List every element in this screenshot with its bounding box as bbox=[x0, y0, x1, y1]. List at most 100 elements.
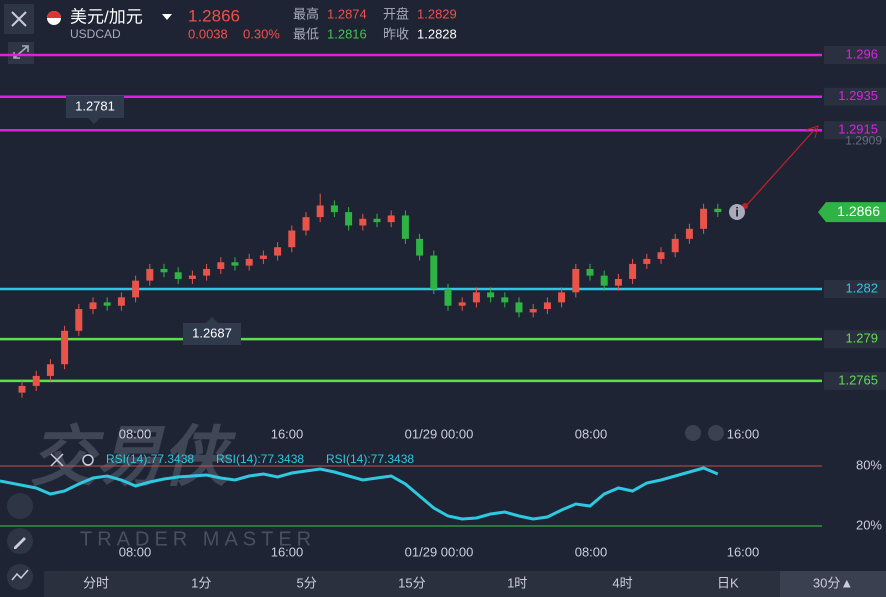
candle-body bbox=[714, 208, 722, 213]
tab[interactable]: 1时 bbox=[507, 575, 527, 590]
callout-pointer bbox=[206, 317, 218, 323]
pencil-icon bbox=[14, 537, 26, 549]
candle-body bbox=[132, 280, 140, 298]
candle-body bbox=[274, 247, 282, 256]
level-tag bbox=[824, 45, 886, 64]
candle-body bbox=[174, 272, 182, 279]
time-label: 16:00 bbox=[727, 426, 760, 441]
callout-label: 1.2687 bbox=[192, 325, 232, 340]
candle-body bbox=[188, 275, 196, 279]
stat-label: 最低 bbox=[293, 26, 319, 41]
candle-body bbox=[259, 255, 267, 259]
level-label: 1.2765 bbox=[838, 372, 878, 387]
time-label: 16:00 bbox=[727, 544, 760, 559]
ghost-label: 1.2909 bbox=[845, 133, 882, 147]
time-label: 08:00 bbox=[119, 426, 152, 441]
time-label: 16:00 bbox=[271, 544, 304, 559]
stat-label: 昨收 bbox=[383, 26, 409, 41]
candle-body bbox=[416, 238, 424, 256]
candle-body bbox=[444, 288, 452, 306]
tab[interactable]: 30分▲ bbox=[813, 575, 853, 590]
current-tag bbox=[818, 202, 886, 223]
candle-body bbox=[558, 292, 566, 303]
candle-body bbox=[61, 330, 69, 365]
candle-body bbox=[217, 262, 225, 269]
candle-body bbox=[373, 218, 381, 223]
tab[interactable]: 4时 bbox=[612, 575, 632, 590]
candle-body bbox=[401, 215, 409, 239]
tab[interactable]: 5分 bbox=[296, 575, 316, 590]
stat-label: 开盘 bbox=[383, 6, 409, 21]
level-tag bbox=[824, 87, 886, 106]
candle-body bbox=[515, 302, 523, 313]
candle-body bbox=[657, 252, 665, 259]
price-chart: 1.296 1.2935 1.2915 1.282 1.279 1.2765 1.2909 1… bbox=[0, 45, 886, 441]
time-label: 01/29 00:00 bbox=[405, 544, 474, 559]
watermark-en: TRADER MASTER bbox=[80, 528, 316, 550]
candle-body bbox=[600, 275, 608, 286]
tool-button[interactable] bbox=[7, 493, 33, 519]
rsi-label: RSI(14):77.3438 bbox=[216, 452, 304, 466]
tab[interactable]: 分时 bbox=[83, 575, 109, 590]
time-label: 01/29 00:00 bbox=[405, 426, 474, 441]
candle-body bbox=[430, 255, 438, 289]
fullscreen-button[interactable] bbox=[8, 42, 34, 64]
scroll-button[interactable] bbox=[685, 425, 701, 441]
candle-body bbox=[330, 205, 338, 213]
rsi-close[interactable] bbox=[50, 453, 64, 467]
watermark: 交易侠 TRADER MASTER bbox=[30, 419, 316, 550]
candle-body bbox=[160, 268, 168, 273]
rsi-tick-label: 20% bbox=[856, 517, 882, 532]
candle-body bbox=[487, 292, 495, 298]
dropdown-icon[interactable] bbox=[162, 14, 172, 20]
active-tab bbox=[780, 571, 886, 597]
candle-body bbox=[685, 228, 693, 239]
pair-name[interactable]: 美元/加元 bbox=[70, 7, 143, 26]
candle-body bbox=[700, 208, 708, 229]
info-icon[interactable] bbox=[729, 204, 745, 220]
rsi-settings[interactable] bbox=[82, 454, 94, 466]
symbol: USDCAD bbox=[70, 27, 121, 41]
price: 1.2866 bbox=[188, 6, 240, 25]
time-label: 08:00 bbox=[575, 426, 608, 441]
callout bbox=[66, 96, 124, 118]
arrow bbox=[744, 127, 817, 208]
candle-body bbox=[245, 258, 253, 266]
current-label: 1.2866 bbox=[837, 203, 880, 219]
stat-value: 1.2874 bbox=[327, 6, 367, 21]
scroll-button[interactable] bbox=[708, 425, 724, 441]
stat-value: 1.2829 bbox=[417, 6, 457, 21]
candle-body bbox=[472, 292, 480, 303]
candle-body bbox=[529, 309, 537, 313]
level-label: 1.282 bbox=[845, 280, 878, 295]
indicator-icon bbox=[11, 569, 29, 581]
candle-body bbox=[103, 302, 111, 306]
candle-body bbox=[46, 364, 54, 376]
rsi-line bbox=[0, 466, 719, 521]
candle-body bbox=[643, 258, 651, 264]
candle-body bbox=[146, 268, 154, 281]
candle-body bbox=[32, 375, 40, 386]
time-label: 16:00 bbox=[271, 426, 304, 441]
rsi-tick-label: 80% bbox=[856, 457, 882, 472]
tab[interactable]: 15分 bbox=[398, 575, 425, 590]
time-label: 08:00 bbox=[119, 544, 152, 559]
level-tag bbox=[824, 330, 886, 349]
stat-label: 最高 bbox=[293, 6, 319, 21]
info-i: i bbox=[735, 204, 739, 219]
time-label: 08:00 bbox=[575, 544, 608, 559]
tab[interactable]: 1分 bbox=[191, 575, 211, 590]
candle-body bbox=[387, 215, 395, 223]
level-label: 1.2935 bbox=[838, 88, 878, 103]
level-label: 1.279 bbox=[845, 331, 878, 346]
candle-body bbox=[629, 263, 637, 279]
candle-body bbox=[18, 385, 26, 393]
change: 0.0038 bbox=[188, 26, 228, 41]
callout-label: 1.2781 bbox=[75, 98, 115, 113]
candle-body bbox=[543, 302, 551, 310]
tab[interactable]: 日K bbox=[717, 575, 739, 590]
candle-body bbox=[288, 230, 296, 248]
rsi-label: RSI(14):77.3438 bbox=[106, 452, 194, 466]
